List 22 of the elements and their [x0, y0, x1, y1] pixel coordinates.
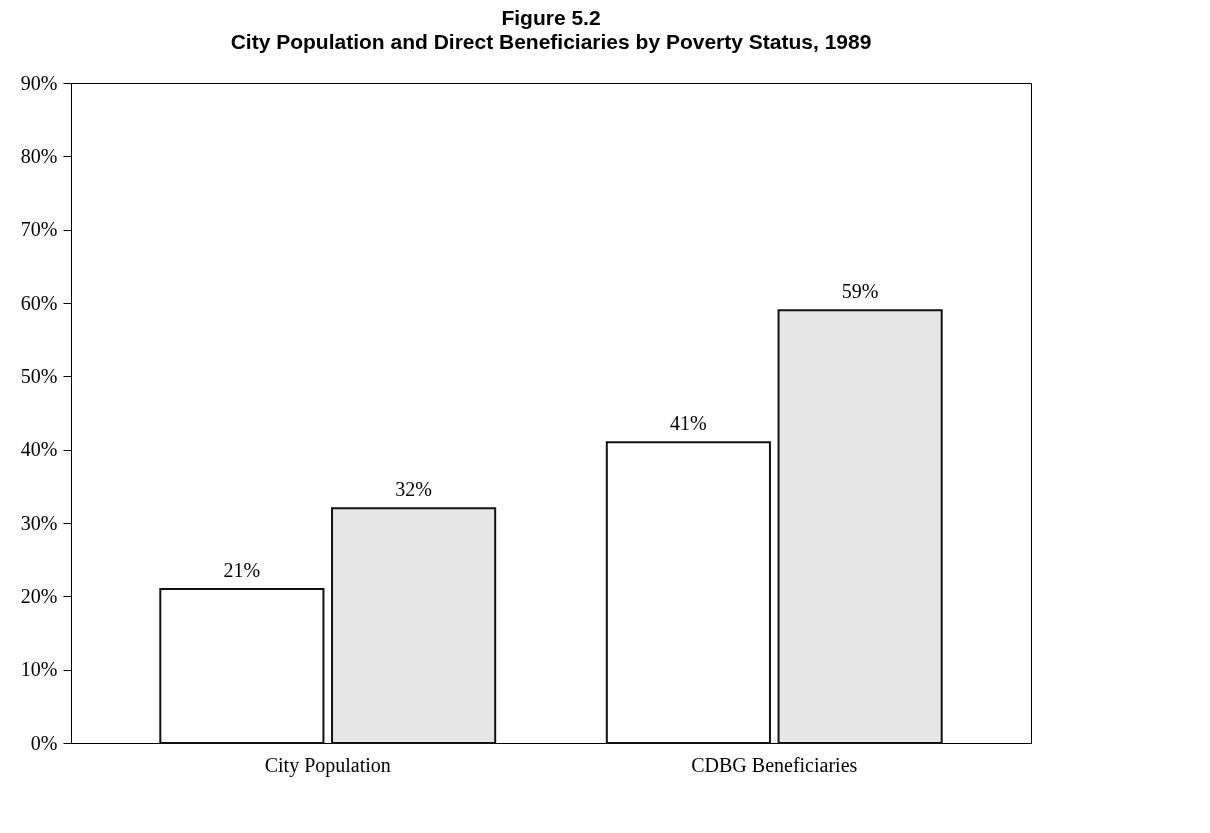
data-label: 59% [841, 280, 879, 303]
bar [159, 588, 325, 744]
data-label: 41% [670, 412, 707, 435]
y-tick-label: 50% [20, 364, 58, 387]
y-tick-label: 10% [20, 658, 58, 681]
bar [605, 441, 771, 744]
y-tick-label: 20% [20, 584, 58, 607]
chart-title: Figure 5.2 [501, 6, 601, 29]
x-tick-label: City Population [264, 753, 391, 777]
data-label: 21% [223, 559, 261, 581]
y-tick-label: 30% [20, 511, 58, 534]
y-tick-label: 0% [30, 731, 58, 754]
y-tick-label: 90% [20, 71, 58, 94]
x-tick-label: CDBG Beneficiaries [691, 753, 858, 776]
y-tick-label: 40% [20, 438, 58, 461]
y-tick-label: 70% [20, 218, 58, 241]
y-tick-label: 80% [20, 144, 58, 167]
bar [777, 309, 943, 744]
y-tick-label: 60% [20, 291, 58, 314]
bar [331, 507, 497, 744]
data-label: 32% [395, 478, 432, 501]
chart-subtitle: City Population and Direct Beneficiaries by Poverty Status, 1989 [230, 30, 872, 53]
